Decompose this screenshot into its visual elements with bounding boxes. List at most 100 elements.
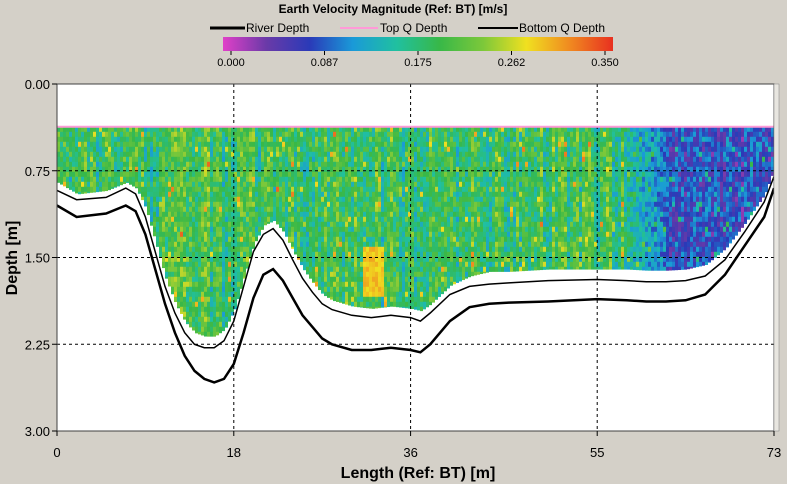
velocity-cell xyxy=(300,226,303,233)
velocity-cell xyxy=(534,171,537,178)
velocity-cell xyxy=(210,276,213,283)
velocity-cell xyxy=(405,156,408,163)
velocity-cell xyxy=(180,201,183,208)
velocity-cell xyxy=(201,206,204,213)
velocity-cell xyxy=(516,151,519,158)
velocity-cell xyxy=(177,176,180,183)
velocity-cell xyxy=(387,171,390,178)
velocity-cell xyxy=(312,211,315,218)
velocity-cell xyxy=(327,251,330,258)
velocity-cell xyxy=(462,196,465,203)
velocity-cell xyxy=(87,191,90,194)
velocity-cell xyxy=(123,141,126,148)
velocity-cell xyxy=(180,311,183,314)
velocity-cell xyxy=(459,171,462,178)
velocity-cell xyxy=(420,226,423,233)
velocity-cell xyxy=(261,221,264,228)
velocity-cell xyxy=(450,236,453,243)
velocity-cell xyxy=(312,136,315,143)
velocity-cell xyxy=(219,266,222,273)
velocity-cell xyxy=(531,201,534,208)
velocity-cell xyxy=(369,256,372,263)
velocity-cell xyxy=(567,186,570,193)
velocity-cell xyxy=(375,286,378,293)
velocity-cell xyxy=(516,156,519,163)
velocity-cell xyxy=(387,166,390,173)
velocity-cell xyxy=(525,151,528,158)
velocity-cell xyxy=(312,126,315,133)
velocity-cell xyxy=(348,191,351,198)
velocity-cell xyxy=(57,166,60,173)
velocity-cell xyxy=(423,226,426,233)
velocity-cell xyxy=(282,146,285,153)
velocity-cell xyxy=(381,291,384,298)
velocity-cell xyxy=(135,141,138,148)
velocity-cell xyxy=(549,141,552,148)
velocity-cell xyxy=(228,131,231,138)
velocity-cell xyxy=(150,141,153,148)
velocity-cell xyxy=(345,151,348,158)
velocity-cell xyxy=(204,236,207,243)
velocity-cell xyxy=(357,191,360,198)
velocity-cell xyxy=(174,131,177,138)
velocity-cell xyxy=(468,201,471,208)
velocity-cell xyxy=(420,171,423,178)
velocity-cell xyxy=(441,186,444,193)
velocity-cell xyxy=(366,126,369,133)
velocity-cell xyxy=(264,201,267,208)
velocity-cell xyxy=(558,206,561,213)
velocity-cell xyxy=(225,241,228,248)
velocity-cell xyxy=(450,181,453,188)
velocity-cell xyxy=(420,281,423,288)
velocity-cell xyxy=(219,236,222,243)
velocity-cell xyxy=(231,201,234,208)
velocity-cell xyxy=(105,136,108,143)
velocity-cell xyxy=(216,131,219,138)
velocity-cell xyxy=(369,306,372,309)
velocity-cell xyxy=(183,306,186,313)
velocity-cell xyxy=(447,126,450,133)
velocity-cell xyxy=(372,181,375,188)
velocity-cell xyxy=(276,171,279,178)
velocity-cell xyxy=(522,246,525,253)
velocity-cell xyxy=(255,216,258,223)
velocity-cell xyxy=(120,141,123,148)
velocity-cell xyxy=(222,246,225,253)
velocity-cell xyxy=(564,166,567,173)
velocity-cell xyxy=(396,226,399,233)
velocity-cell xyxy=(474,206,477,213)
velocity-cell xyxy=(429,136,432,143)
velocity-cell xyxy=(378,156,381,163)
velocity-cell xyxy=(180,256,183,263)
velocity-cell xyxy=(528,186,531,193)
velocity-cell xyxy=(339,301,342,303)
velocity-cell xyxy=(246,151,249,158)
velocity-cell xyxy=(357,186,360,193)
velocity-cell xyxy=(537,211,540,218)
velocity-cell xyxy=(318,206,321,213)
velocity-cell xyxy=(375,151,378,158)
velocity-cell xyxy=(447,261,450,268)
velocity-cell xyxy=(504,156,507,163)
velocity-cell xyxy=(345,256,348,263)
velocity-cell xyxy=(438,246,441,253)
velocity-cell xyxy=(465,196,468,203)
velocity-cell xyxy=(363,181,366,188)
velocity-cell xyxy=(450,191,453,198)
velocity-cell xyxy=(411,266,414,273)
velocity-cell xyxy=(237,256,240,263)
velocity-cell xyxy=(516,236,519,243)
velocity-cell xyxy=(204,306,207,313)
velocity-cell xyxy=(138,131,141,138)
velocity-cell xyxy=(189,266,192,273)
velocity-cell xyxy=(462,241,465,248)
velocity-cell xyxy=(294,206,297,213)
velocity-cell xyxy=(384,196,387,203)
velocity-cell xyxy=(57,126,60,133)
velocity-cell xyxy=(552,126,555,133)
velocity-cell xyxy=(552,256,555,263)
velocity-cell xyxy=(333,136,336,143)
velocity-cell xyxy=(363,306,366,308)
velocity-cell xyxy=(171,146,174,153)
velocity-cell xyxy=(219,296,222,303)
